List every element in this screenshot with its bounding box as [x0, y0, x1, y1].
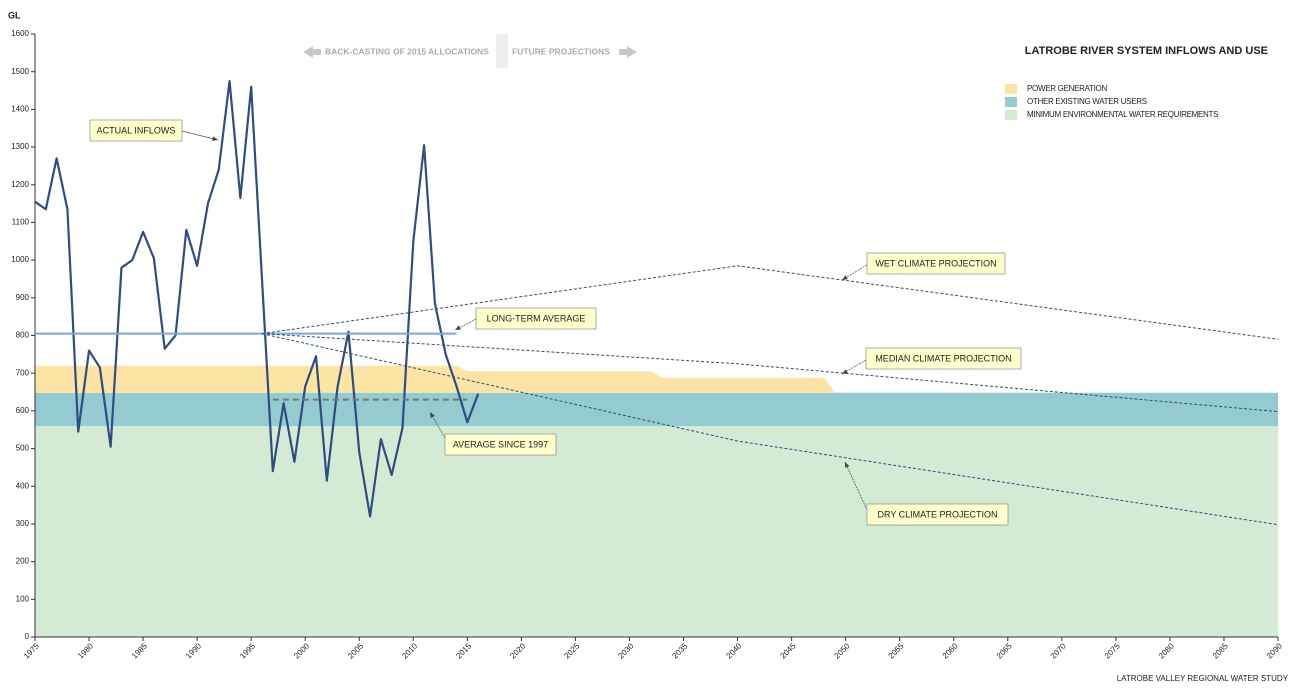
arrow-head: [212, 136, 218, 141]
source: LATROBE VALLEY REGIONAL WATER STUDY: [1117, 674, 1289, 683]
x-tick-label: 2040: [725, 641, 744, 660]
x-tick-label: 2010: [400, 641, 419, 660]
arrow-right: [619, 46, 637, 58]
y-tick-label: 800: [16, 331, 30, 340]
y-tick-label: 600: [16, 406, 30, 415]
x-tick-label: 2080: [1157, 641, 1176, 660]
arrow-head: [842, 275, 848, 280]
arrow-head: [842, 369, 848, 374]
y-tick-label: 300: [16, 519, 30, 528]
arrow-head: [455, 325, 461, 330]
x-tick-label: 2020: [508, 641, 527, 660]
y-tick-label: 1100: [12, 218, 30, 227]
x-tick-label: 2025: [562, 641, 581, 660]
callout-box: [475, 307, 597, 330]
callout-box: [866, 503, 1009, 526]
y-tick-label: 400: [16, 481, 30, 490]
callout-arrow: [181, 130, 219, 141]
divider: [496, 34, 508, 68]
y-tick-label: 900: [16, 293, 30, 302]
x-tick-label: 2015: [454, 641, 473, 660]
chart-title: LATROBE RIVER SYSTEM INFLOWS AND USE: [1025, 45, 1268, 57]
y-tick-label: 1200: [11, 180, 29, 189]
callout-box: [865, 347, 1022, 370]
x-tick-label: 2045: [779, 641, 798, 660]
x-tick-label: 1995: [238, 641, 257, 660]
legend-label: OTHER EXISTING WATER USERS: [1027, 97, 1147, 106]
series-line: [261, 265, 1279, 340]
y-tick-label: 1000: [11, 255, 29, 264]
y-tick-label: 1500: [11, 67, 29, 76]
callout-label: DRY CLIMATE PROJECTION: [877, 509, 997, 519]
header-left: BACK-CASTING OF 2015 ALLOCATIONS: [325, 46, 489, 56]
legend-swatch: [1005, 97, 1017, 107]
callout-box: [444, 433, 557, 456]
callout-box: [866, 252, 1006, 275]
y-axis-label: GL: [8, 10, 21, 20]
x-tick-label: 1990: [184, 641, 203, 660]
x-tick-label: 2060: [941, 641, 960, 660]
area: [35, 392, 1278, 426]
y-tick-label: 1400: [11, 104, 29, 113]
arrow-head: [430, 412, 435, 418]
series-line: [261, 333, 1279, 413]
area: [35, 425, 1278, 637]
x-tick-label: 2055: [887, 641, 906, 660]
x-tick-label: 1980: [76, 641, 95, 660]
legend-label: POWER GENERATION: [1027, 84, 1107, 93]
callout-label: LONG-TERM AVERAGE: [487, 313, 586, 323]
x-tick-label: 2090: [1265, 641, 1284, 660]
x-tick-label: 2000: [292, 641, 311, 660]
x-tick-label: 2035: [670, 641, 689, 660]
y-tick-label: 0: [25, 632, 30, 641]
arrow-head: [845, 462, 850, 468]
legend-swatch: [1005, 84, 1017, 94]
callout-label: ACTUAL INFLOWS: [97, 125, 176, 135]
y-tick-label: 700: [16, 368, 30, 377]
x-tick-label: 1985: [130, 641, 149, 660]
y-tick-label: 500: [16, 444, 30, 453]
x-tick-label: 2030: [616, 641, 635, 660]
callout-label: WET CLIMATE PROJECTION: [875, 258, 996, 268]
y-tick-label: 1300: [11, 142, 29, 151]
x-tick-label: 2005: [346, 641, 365, 660]
callout-label: MEDIAN CLIMATE PROJECTION: [875, 353, 1011, 363]
callout-arrow: [841, 359, 867, 375]
x-tick-label: 2075: [1103, 641, 1122, 660]
callout-box: [89, 119, 183, 142]
callout-label: AVERAGE SINCE 1997: [453, 439, 548, 449]
header-right: FUTURE PROJECTIONS: [512, 46, 610, 56]
plot: [35, 365, 1278, 637]
legend-swatch: [1005, 110, 1017, 120]
x-tick-label: 2050: [833, 641, 852, 660]
x-tick-label: 2085: [1211, 641, 1230, 660]
y-tick-label: 1600: [11, 29, 29, 38]
x-tick-label: 2065: [995, 641, 1014, 660]
x-tick-label: 1975: [22, 641, 41, 660]
area: [35, 365, 1278, 393]
series-line: [34, 80, 480, 518]
arrow-left: [303, 46, 321, 58]
y-tick-label: 200: [16, 557, 30, 566]
series-line: [261, 333, 1279, 526]
x-tick-label: 2070: [1049, 641, 1068, 660]
legend-label: MINIMUM ENVIRONMENTAL WATER REQUIREMENTS: [1027, 110, 1218, 119]
y-tick-label: 100: [16, 594, 30, 603]
